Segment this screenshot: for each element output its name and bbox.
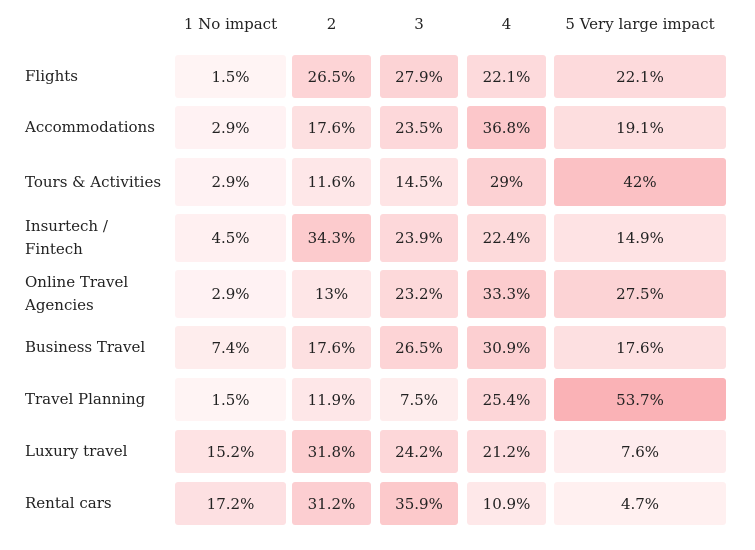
heatmap-cell: 7.4%	[175, 326, 286, 369]
heatmap-cell: 33.3%	[467, 270, 546, 318]
row-label-rental-cars: Rental cars	[25, 494, 112, 512]
row-label-insurtech-fintech: Insurtech / Fintech	[25, 217, 108, 258]
heatmap-cell: 14.9%	[554, 214, 726, 262]
row-label-tours-activities: Tours & Activities	[25, 172, 162, 191]
heatmap-cell: 1.5%	[175, 55, 286, 98]
column-header: 3	[414, 15, 424, 33]
column-header: 1 No impact	[183, 15, 278, 33]
heatmap-cell: 2.9%	[175, 106, 286, 149]
column-header: 2	[326, 15, 337, 33]
heatmap-cell: 17.6%	[554, 326, 726, 369]
heatmap-cell: 42%	[554, 158, 726, 206]
heatmap-cell: 7.5%	[380, 378, 458, 421]
heatmap-cell: 1.5%	[175, 378, 286, 421]
heatmap-cell: 53.7%	[554, 378, 726, 421]
heatmap-cell: 19.1%	[554, 106, 726, 149]
heatmap-cell: 17.6%	[292, 326, 371, 369]
heatmap-cell: 4.7%	[554, 482, 726, 525]
row-label-luxury-travel: Luxury travel	[25, 442, 128, 460]
row-label-accommodations: Accommodations	[25, 118, 155, 136]
heatmap-cell: 13%	[292, 270, 371, 318]
heatmap-cell: 4.5%	[175, 214, 286, 262]
heatmap-cell: 7.6%	[554, 430, 726, 473]
heatmap-cell: 30.9%	[467, 326, 546, 369]
heatmap-cell: 17.6%	[292, 106, 371, 149]
heatmap-cell: 22.4%	[467, 214, 546, 262]
heatmap-cell: 21.2%	[467, 430, 546, 473]
row-label-travel-planning: Travel Planning	[25, 390, 146, 408]
heatmap-cell: 29%	[467, 158, 546, 206]
heatmap-cell: 11.6%	[292, 158, 371, 206]
heatmap-cell: 34.3%	[292, 214, 371, 262]
heatmap-cell: 35.9%	[380, 482, 458, 525]
heatmap-cell: 31.8%	[292, 430, 371, 473]
heatmap-cell: 17.2%	[175, 482, 286, 525]
heatmap-cell: 23.2%	[380, 270, 458, 318]
column-header: 5 Very large impact	[565, 15, 715, 33]
heatmap-cell: 15.2%	[175, 430, 286, 473]
heatmap-cell: 36.8%	[467, 106, 546, 149]
heatmap-cell: 26.5%	[292, 55, 371, 98]
column-header: 4	[501, 15, 512, 33]
heatmap-cell: 23.5%	[380, 106, 458, 149]
heatmap-cell: 27.5%	[554, 270, 726, 318]
heatmap-cell: 24.2%	[380, 430, 458, 473]
heatmap-cell: 22.1%	[467, 55, 546, 98]
heatmap-cell: 23.9%	[380, 214, 458, 262]
heatmap-cell: 26.5%	[380, 326, 458, 369]
heatmap-cell: 2.9%	[175, 270, 286, 318]
row-label-business-travel: Business Travel	[25, 338, 146, 356]
heatmap-cell: 25.4%	[467, 378, 546, 421]
row-label-online-travel-agencies: Online Travel Agencies	[25, 273, 129, 314]
heatmap-cell: 2.9%	[175, 158, 286, 206]
heatmap-cell: 22.1%	[554, 55, 726, 98]
heatmap-cell: 11.9%	[292, 378, 371, 421]
heatmap-cell: 31.2%	[292, 482, 371, 525]
heatmap-cell: 27.9%	[380, 55, 458, 98]
row-label-flights: Flights	[25, 67, 78, 85]
heatmap-cell: 10.9%	[467, 482, 546, 525]
heatmap-cell: 14.5%	[380, 158, 458, 206]
